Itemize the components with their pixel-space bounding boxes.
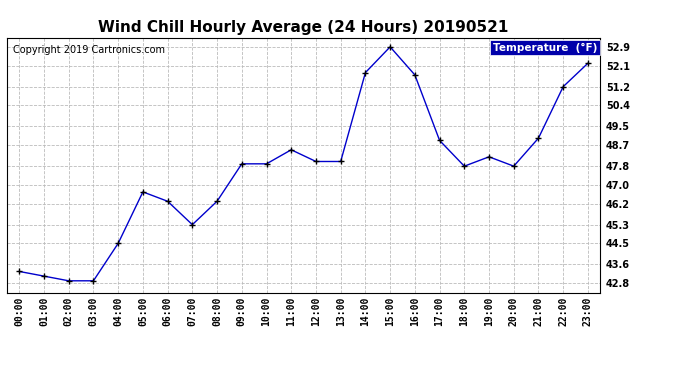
Text: Temperature  (°F): Temperature (°F) — [493, 43, 598, 52]
Title: Wind Chill Hourly Average (24 Hours) 20190521: Wind Chill Hourly Average (24 Hours) 201… — [99, 20, 509, 35]
Text: Copyright 2019 Cartronics.com: Copyright 2019 Cartronics.com — [13, 45, 165, 55]
